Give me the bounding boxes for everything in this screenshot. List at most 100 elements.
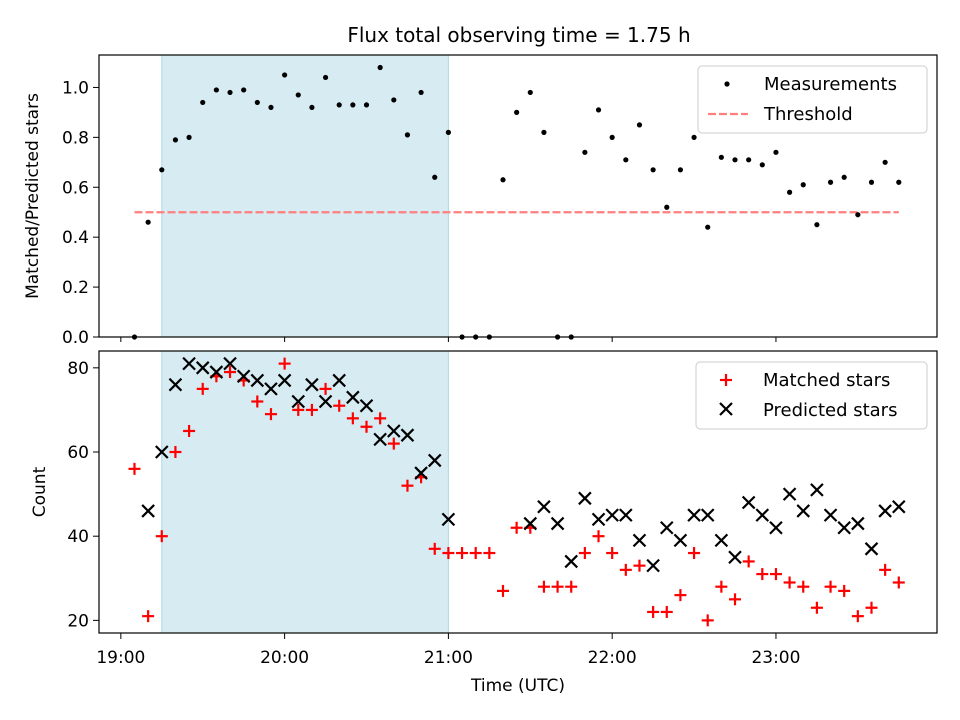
- matched-star-point: [183, 424, 196, 437]
- matched-star-point: [715, 580, 728, 593]
- measurement-point: [623, 157, 629, 163]
- matched-star-point: [660, 605, 673, 618]
- legend-measurements-marker: [724, 81, 730, 87]
- predicted-star-point: [414, 466, 428, 480]
- measurement-point: [609, 134, 615, 140]
- matched-star-point: [769, 568, 782, 581]
- measurement-point: [541, 129, 547, 135]
- top-legend: Measurements Threshold: [697, 65, 928, 134]
- measurement-point: [514, 109, 520, 115]
- matched-star-point: [142, 610, 155, 623]
- matched-star-point: [537, 580, 550, 593]
- legend-predicted-label: Predicted stars: [763, 400, 897, 421]
- predicted-star-point: [578, 491, 592, 506]
- measurement-point: [786, 189, 793, 195]
- predicted-star-point: [277, 373, 292, 388]
- measurement-point: [759, 162, 765, 168]
- top-ytick-label: 1.0: [62, 78, 89, 98]
- predicted-star-point: [141, 504, 155, 518]
- matched-star-point: [578, 547, 591, 560]
- matched-star-point: [496, 584, 509, 597]
- top-ytick-label: 0.8: [62, 128, 89, 148]
- predicted-star-point: [564, 554, 579, 569]
- matched-star-point: [565, 580, 578, 593]
- predicted-star-point: [195, 361, 210, 375]
- predicted-star-point: [250, 373, 265, 388]
- bottom-xlabel: Time (UTC): [470, 676, 565, 696]
- predicted-star-point: [728, 550, 742, 565]
- measurement-point: [705, 224, 711, 230]
- xtick-label: 20:00: [260, 648, 309, 668]
- measurement-point: [650, 167, 656, 173]
- predicted-star-point: [427, 453, 442, 468]
- predicted-star-point: [782, 487, 797, 501]
- matched-star-point: [510, 521, 523, 534]
- measurement-point: [254, 99, 260, 106]
- top-ytick-label: 0.6: [62, 178, 89, 198]
- measurement-point: [814, 222, 820, 228]
- measurement-point: [268, 104, 274, 111]
- bottom-ylabel: Count: [30, 466, 50, 517]
- measurement-point: [418, 89, 424, 96]
- matched-star-point: [374, 412, 387, 425]
- measurement-point: [172, 137, 179, 143]
- predicted-star-point: [687, 508, 701, 522]
- measurement-point: [227, 89, 233, 96]
- matched-star-point: [592, 530, 605, 543]
- measurement-point: [322, 74, 329, 81]
- predicted-star-point: [305, 377, 319, 392]
- top-legend-box: [697, 65, 928, 134]
- matched-star-point: [797, 580, 810, 593]
- predicted-star-point: [223, 356, 237, 371]
- measurement-point: [882, 159, 888, 165]
- measurement-point: [445, 129, 451, 135]
- predicted-star-point: [236, 369, 251, 384]
- xtick-label: 22:00: [588, 648, 637, 668]
- predicted-star-point: [332, 373, 346, 388]
- matched-star-point: [606, 547, 619, 560]
- predicted-star-point: [741, 495, 756, 510]
- matched-star-point: [783, 576, 796, 589]
- predicted-star-point: [700, 508, 715, 522]
- top-ylabel: Matched/Predicted stars: [23, 93, 43, 299]
- predicted-star-point: [646, 558, 660, 573]
- matched-star-point: [688, 547, 701, 560]
- measurement-point: [200, 99, 206, 106]
- bottom-legend: Matched stars Predicted stars: [695, 361, 928, 430]
- predicted-star-point: [359, 398, 374, 413]
- predicted-star-point: [769, 520, 783, 535]
- predicted-star-point: [632, 533, 647, 548]
- matched-star-point: [278, 357, 291, 370]
- matched-star-point: [469, 547, 482, 560]
- top-yaxis: 0.0 0.2 0.4 0.6 0.8 1.0: [62, 78, 99, 348]
- measurement-point: [350, 102, 356, 108]
- matched-star-point: [742, 555, 755, 568]
- predicted-star-point: [523, 516, 538, 531]
- top-xticks: [120, 337, 777, 342]
- legend-predicted-marker: [719, 402, 733, 416]
- matched-star-point: [360, 420, 373, 433]
- figure-title: Flux total observing time = 1.75 h: [347, 23, 690, 47]
- matched-star-point: [851, 610, 864, 623]
- bottom-panel: 20 40 60 80 19:00 20:00 21:00 22:00 23:00 Count…: [30, 350, 938, 696]
- bottom-ytick-label: 60: [67, 443, 89, 463]
- matched-star-point: [619, 563, 632, 576]
- predicted-star-point: [318, 394, 333, 409]
- matched-star-point: [251, 395, 264, 408]
- matched-star-point: [442, 547, 455, 560]
- predicted-star-point: [810, 483, 824, 497]
- measurement-point: [377, 64, 383, 71]
- measurement-point: [664, 204, 670, 210]
- measurement-point: [677, 167, 684, 173]
- top-shaded-region: [161, 54, 449, 338]
- matched-star-point: [333, 399, 346, 412]
- matched-star-point: [155, 530, 168, 543]
- measurement-point: [691, 134, 697, 140]
- legend-threshold-label: Threshold: [763, 104, 853, 125]
- top-panel: 0.0 0.2 0.4 0.6 0.8 1.0 Matched/Predicted sta…: [23, 54, 938, 348]
- matched-star-point: [224, 366, 237, 379]
- matched-star-point: [729, 593, 742, 606]
- predicted-star-point: [168, 377, 183, 392]
- legend-measurements-label: Measurements: [764, 74, 897, 95]
